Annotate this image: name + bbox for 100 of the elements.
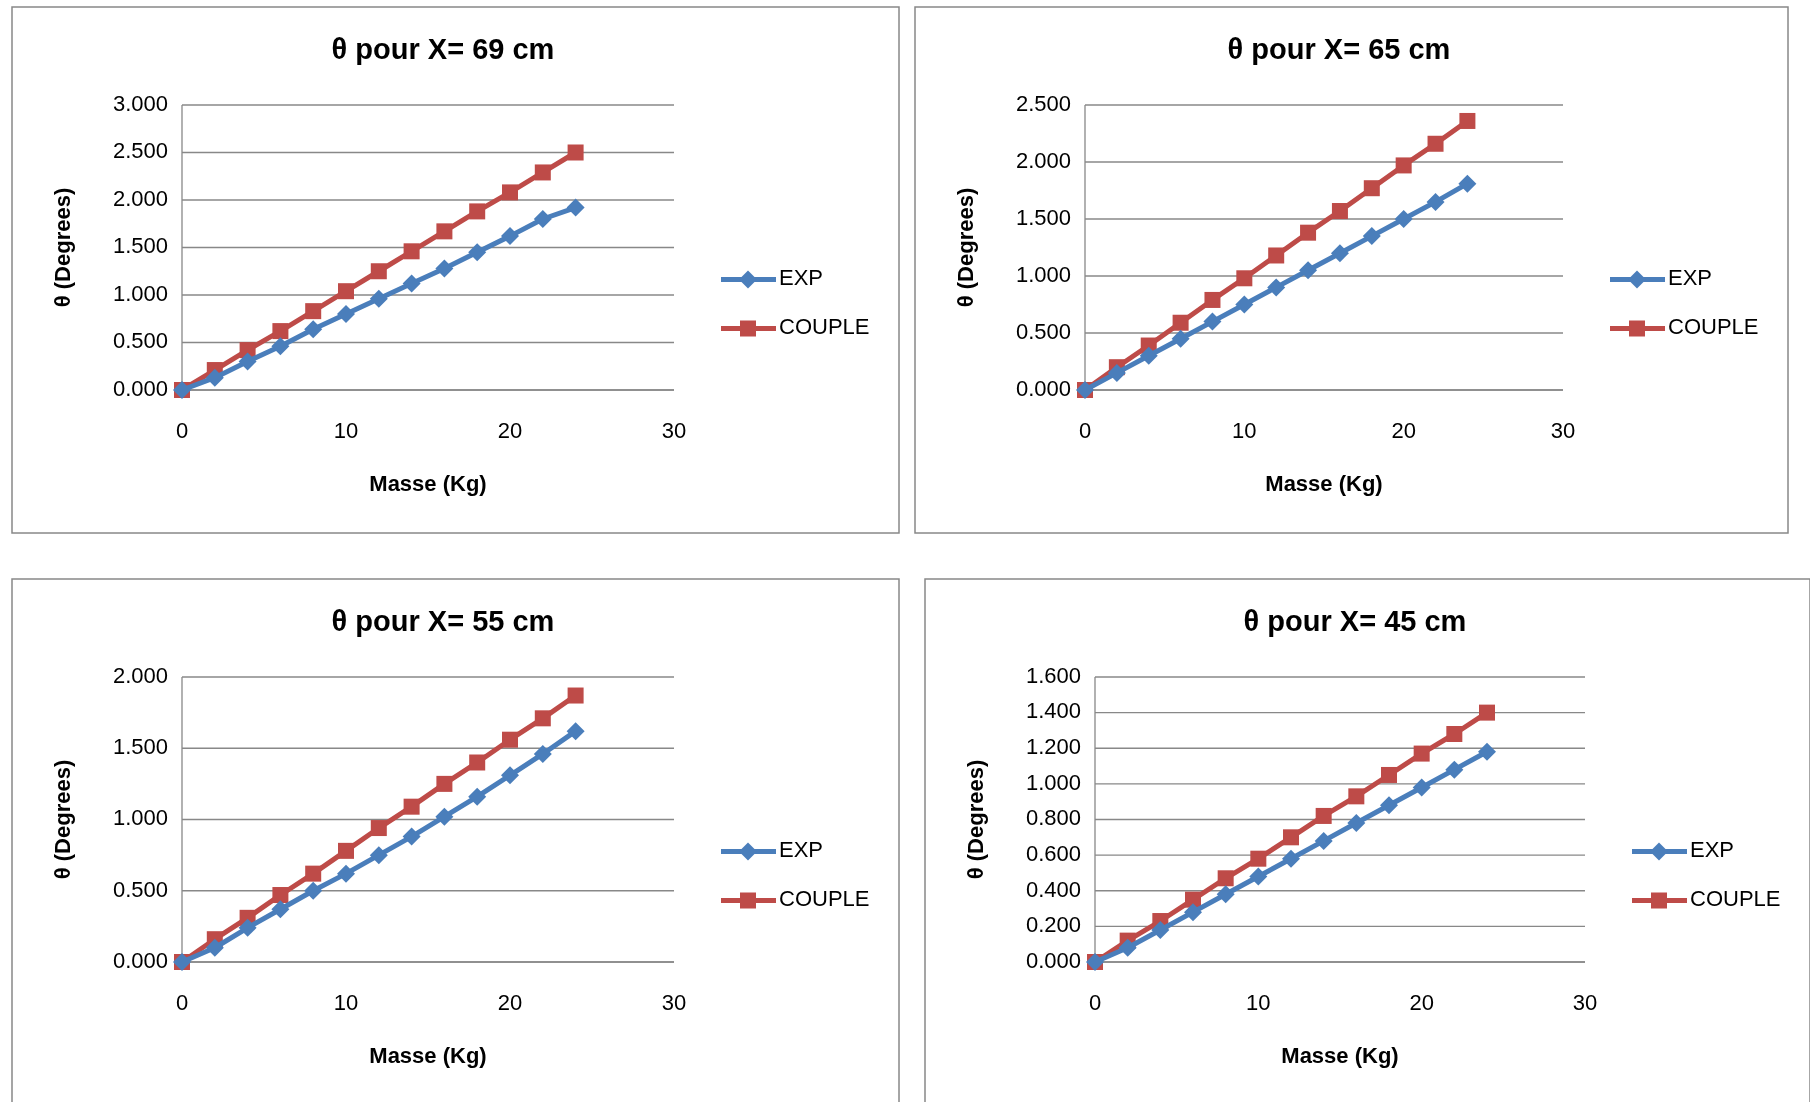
x-tick-label: 30 xyxy=(661,989,687,1015)
y-tick-label: 2.000 xyxy=(1015,147,1071,173)
point xyxy=(304,881,323,900)
y-tick-label: 1.000 xyxy=(1025,769,1081,795)
point xyxy=(1478,742,1496,761)
point xyxy=(1330,244,1349,263)
y-tick-label: 0.200 xyxy=(1025,912,1081,938)
point xyxy=(402,274,421,293)
point xyxy=(1427,135,1444,152)
point xyxy=(1139,346,1158,365)
x-tick-label: 0 xyxy=(1088,989,1102,1015)
point xyxy=(1380,796,1398,815)
point xyxy=(468,787,487,806)
y-tick-label: 0.500 xyxy=(112,876,168,902)
legend-label: COUPLE xyxy=(1668,314,1759,340)
y-tick-label: 0.500 xyxy=(112,328,168,354)
point xyxy=(338,283,354,300)
chart-title: θ pour X= 69 cm xyxy=(331,32,555,65)
point xyxy=(1412,778,1431,797)
point xyxy=(1459,112,1476,129)
point xyxy=(337,864,355,883)
y-axis-title: θ (Degrees) xyxy=(49,187,75,308)
point xyxy=(533,744,552,763)
point xyxy=(338,842,354,859)
point xyxy=(1204,291,1221,308)
point xyxy=(403,798,420,815)
y-tick-label: 1.400 xyxy=(1025,698,1081,724)
point xyxy=(566,198,585,217)
point xyxy=(369,846,388,865)
y-tick-label: 2.000 xyxy=(112,662,168,688)
point xyxy=(1479,704,1495,721)
x-axis-title: Masse (Kg) xyxy=(1265,470,1383,496)
point xyxy=(238,352,257,371)
point xyxy=(1347,814,1366,833)
point xyxy=(1315,807,1332,824)
point xyxy=(305,865,322,882)
y-tick-label: 2.500 xyxy=(1015,90,1071,116)
point xyxy=(337,305,355,323)
point xyxy=(271,900,290,919)
point xyxy=(272,323,289,340)
point xyxy=(271,337,290,356)
x-tick-label: 20 xyxy=(1391,417,1416,443)
point xyxy=(534,710,551,727)
legend-label: EXP xyxy=(1690,837,1735,863)
chart-title: θ pour X= 55 cm xyxy=(331,604,555,637)
point xyxy=(1118,938,1137,957)
point xyxy=(1235,295,1254,314)
y-tick-label: 1.000 xyxy=(112,280,168,306)
x-tick-label: 30 xyxy=(1572,989,1598,1015)
x-tick-label: 0 xyxy=(175,417,189,443)
x-tick-label: 0 xyxy=(175,989,189,1015)
point xyxy=(1268,247,1285,264)
x-axis-title: Masse (Kg) xyxy=(1281,1042,1399,1068)
x-tick-label: 10 xyxy=(1232,417,1257,443)
y-tick-label: 1.500 xyxy=(1015,204,1071,230)
point xyxy=(1394,210,1413,228)
y-tick-label: 0.000 xyxy=(112,947,168,973)
point xyxy=(468,243,487,262)
y-tick-label: 1.500 xyxy=(112,734,168,760)
point xyxy=(205,938,224,957)
point xyxy=(1107,363,1126,382)
point xyxy=(534,164,551,181)
point xyxy=(1413,745,1430,762)
point xyxy=(1363,180,1380,197)
point xyxy=(1283,829,1299,846)
point xyxy=(1171,329,1190,348)
point xyxy=(1184,903,1202,922)
x-tick-label: 30 xyxy=(1550,417,1576,443)
y-tick-label: 1.000 xyxy=(112,805,168,831)
point xyxy=(502,731,518,748)
point xyxy=(1445,760,1464,779)
legend-label: COUPLE xyxy=(779,886,870,912)
x-tick-label: 20 xyxy=(497,989,523,1015)
point xyxy=(305,303,322,320)
point xyxy=(1395,157,1412,174)
point xyxy=(1151,920,1170,939)
point xyxy=(1426,192,1445,211)
y-tick-label: 1.000 xyxy=(1015,261,1071,287)
point xyxy=(1362,227,1381,246)
point xyxy=(1458,174,1477,193)
point xyxy=(1172,314,1189,331)
point xyxy=(1282,849,1300,868)
point xyxy=(1216,885,1235,904)
y-tick-label: 1.600 xyxy=(1025,662,1081,688)
point xyxy=(567,144,584,161)
x-tick-label: 10 xyxy=(1246,989,1271,1015)
point xyxy=(1446,726,1463,742)
point xyxy=(566,722,585,741)
point xyxy=(435,807,454,826)
point xyxy=(469,203,486,220)
point xyxy=(1331,203,1348,220)
x-tick-label: 30 xyxy=(661,417,687,443)
point xyxy=(501,766,519,785)
legend-label: EXP xyxy=(779,837,824,863)
chart-title: θ pour X= 45 cm xyxy=(1243,604,1467,637)
y-tick-label: 1.500 xyxy=(112,233,168,259)
legend-label: EXP xyxy=(779,265,824,291)
point xyxy=(567,687,584,704)
point xyxy=(502,184,518,201)
point xyxy=(1381,766,1397,783)
